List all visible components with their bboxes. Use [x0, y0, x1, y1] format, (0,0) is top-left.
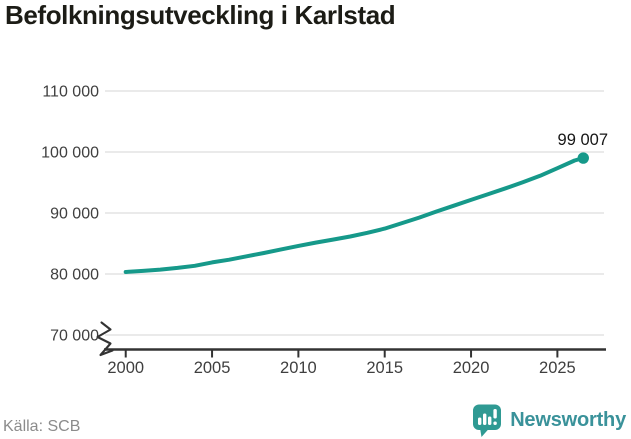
source-label: Källa: SCB — [3, 418, 81, 435]
y-axis-break-squiggle — [96, 321, 114, 357]
logo-exclamation-dot — [493, 421, 497, 425]
y-axis-tick-label: 70 000 — [50, 328, 99, 345]
logo-badge — [473, 404, 502, 430]
chart-title: Befolkningsutveckling i Karlstad — [5, 0, 396, 30]
y-axis-tick-label: 90 000 — [50, 206, 99, 223]
x-axis-tick-label: 2025 — [539, 359, 576, 377]
newsworthy-wordmark: Newsworthy — [510, 409, 626, 431]
y-axis-tick-label: 100 000 — [41, 145, 99, 162]
x-axis-tick-label: 2000 — [107, 359, 144, 377]
x-axis-tick-label: 2010 — [280, 359, 317, 377]
y-axis-tick-label: 80 000 — [50, 267, 99, 284]
logo-bar-2 — [483, 413, 487, 425]
logo-exclamation-stem — [493, 409, 497, 419]
logo-badge-tail — [480, 428, 490, 437]
x-axis-tick-label: 2005 — [194, 359, 231, 377]
logo-bar-3 — [488, 416, 492, 425]
x-axis-tick-label: 2015 — [366, 359, 403, 377]
y-axis-tick-label: 110 000 — [42, 84, 99, 101]
x-axis-tick-label: 2020 — [453, 359, 490, 377]
logo-bar-1 — [478, 417, 482, 425]
series-end-value-label: 99 007 — [558, 131, 608, 149]
newsworthy-logo[interactable]: Newsworthy — [472, 403, 626, 438]
series-end-dot — [577, 152, 589, 164]
population-series-line — [123, 156, 586, 274]
newsworthy-speech-bubble-barchart-icon — [473, 404, 502, 437]
